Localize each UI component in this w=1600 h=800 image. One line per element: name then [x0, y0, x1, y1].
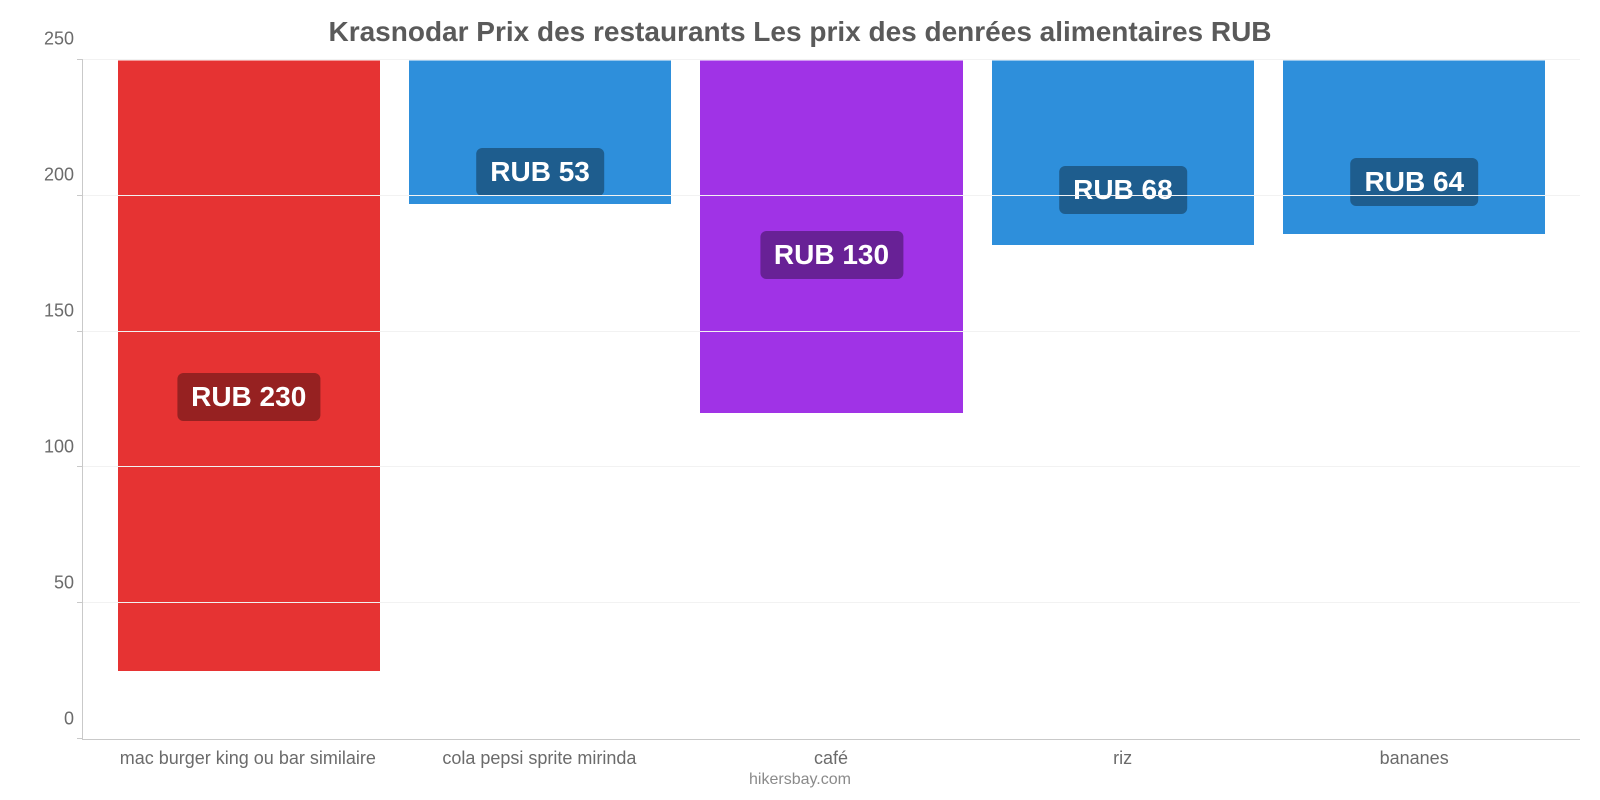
bar-value-badge: RUB 68	[1059, 166, 1187, 214]
x-axis-label: riz	[977, 740, 1269, 769]
bars-container: RUB 230 RUB 53 RUB 130 RUB 68 RUB 64	[83, 60, 1580, 739]
bar-value-badge: RUB 53	[476, 148, 604, 196]
y-tick-label: 100	[44, 437, 74, 458]
plot-area: RUB 230 RUB 53 RUB 130 RUB 68 RUB 64	[82, 60, 1580, 740]
chart-caption: hikersbay.com	[20, 771, 1580, 789]
x-axis-label: cola pepsi sprite mirinda	[394, 740, 686, 769]
bar-value-badge: RUB 230	[177, 373, 320, 421]
bar: RUB 68	[992, 60, 1254, 245]
grid-line	[83, 602, 1580, 603]
bar-slot: RUB 68	[977, 60, 1268, 739]
y-tick-label: 0	[64, 709, 74, 730]
y-tick-label: 200	[44, 165, 74, 186]
y-tick-mark	[77, 738, 83, 739]
bar-value-badge: RUB 64	[1351, 158, 1479, 206]
y-axis: 050100150200250	[20, 60, 82, 740]
chart-title: Krasnodar Prix des restaurants Les prix …	[20, 16, 1580, 48]
y-tick-label: 50	[54, 573, 74, 594]
price-bar-chart: Krasnodar Prix des restaurants Les prix …	[0, 0, 1600, 800]
bar-slot: RUB 64	[1269, 60, 1560, 739]
bar-value-badge: RUB 130	[760, 231, 903, 279]
x-axis-label: bananes	[1268, 740, 1560, 769]
bar: RUB 53	[409, 60, 671, 204]
grid-line	[83, 466, 1580, 467]
bar-slot: RUB 130	[686, 60, 977, 739]
grid-line	[83, 195, 1580, 196]
x-axis: mac burger king ou bar similairecola pep…	[82, 740, 1580, 769]
bar-slot: RUB 230	[103, 60, 394, 739]
y-tick-label: 150	[44, 301, 74, 322]
bar: RUB 230	[118, 60, 380, 671]
grid-line	[83, 331, 1580, 332]
grid-line	[83, 59, 1580, 60]
bar-slot: RUB 53	[394, 60, 685, 739]
bar: RUB 130	[700, 60, 962, 413]
bar: RUB 64	[1283, 60, 1545, 234]
y-tick-label: 250	[44, 29, 74, 50]
x-axis-label: café	[685, 740, 977, 769]
x-axis-label: mac burger king ou bar similaire	[102, 740, 394, 769]
plot-row: 050100150200250 RUB 230RUB 53RUB 130RUB …	[20, 60, 1580, 740]
